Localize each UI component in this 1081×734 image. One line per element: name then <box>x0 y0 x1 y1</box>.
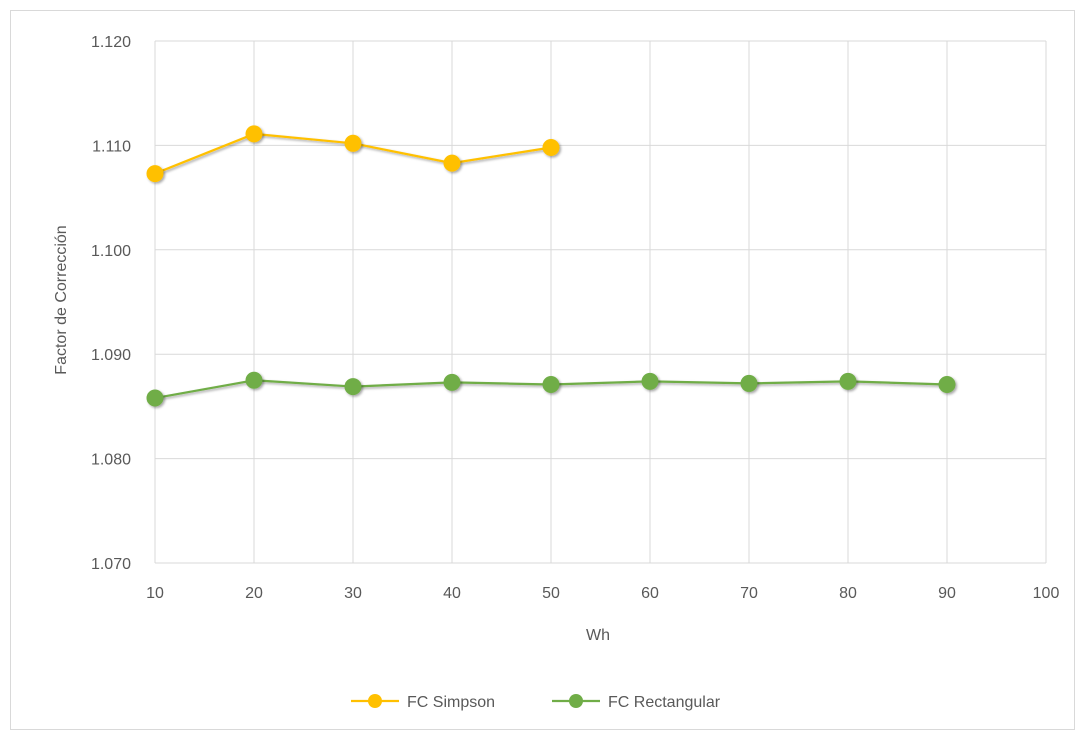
legend-item: FC Simpson <box>351 694 495 711</box>
legend: FC Simpson FC Rectangular <box>351 694 721 711</box>
series-layer <box>146 125 956 407</box>
y-tick-label: 1.110 <box>92 138 131 155</box>
x-tick-label: 80 <box>839 585 857 602</box>
x-tick-label: 100 <box>1033 585 1060 602</box>
legend-label: FC Rectangular <box>608 694 721 711</box>
x-tick-label: 60 <box>641 585 659 602</box>
y-tick-label: 1.090 <box>91 347 131 364</box>
x-tick-label: 70 <box>740 585 758 602</box>
x-axis-title: Wh <box>586 627 610 644</box>
data-point <box>443 154 461 172</box>
series-fc-simpson <box>146 125 560 183</box>
data-point <box>542 375 560 393</box>
legend-label: FC Simpson <box>407 694 495 711</box>
y-tick-label: 1.070 <box>91 556 131 573</box>
legend-swatch-marker <box>368 694 382 708</box>
data-point <box>443 373 461 391</box>
x-tick-label: 20 <box>245 585 263 602</box>
data-point <box>146 389 164 407</box>
data-point <box>542 138 560 156</box>
data-point <box>740 374 758 392</box>
x-tick-label: 50 <box>542 585 560 602</box>
data-point <box>641 372 659 390</box>
grid-layer <box>154 40 1047 564</box>
data-point <box>344 378 362 396</box>
data-point <box>344 134 362 152</box>
y-tick-label: 1.100 <box>91 243 131 260</box>
data-point <box>146 165 164 183</box>
data-point <box>245 125 263 143</box>
legend-item: FC Rectangular <box>552 694 721 711</box>
series-fc-rectangular <box>146 371 956 407</box>
data-point <box>245 371 263 389</box>
chart-frame <box>10 10 1075 730</box>
x-tick-label: 30 <box>344 585 362 602</box>
x-tick-label: 90 <box>938 585 956 602</box>
y-tick-label: 1.080 <box>91 452 131 469</box>
data-point <box>839 372 857 390</box>
y-axis-title: Factor de Corrección <box>53 225 70 374</box>
x-tick-labels: 10 20 30 40 50 60 70 80 90 100 <box>146 585 1059 602</box>
y-tick-labels: 1.070 1.080 1.090 1.100 1.110 1.120 <box>91 34 131 573</box>
legend-swatch-marker <box>569 694 583 708</box>
x-tick-label: 10 <box>146 585 164 602</box>
data-point <box>938 375 956 393</box>
x-tick-label: 40 <box>443 585 461 602</box>
y-tick-label: 1.120 <box>91 34 131 51</box>
